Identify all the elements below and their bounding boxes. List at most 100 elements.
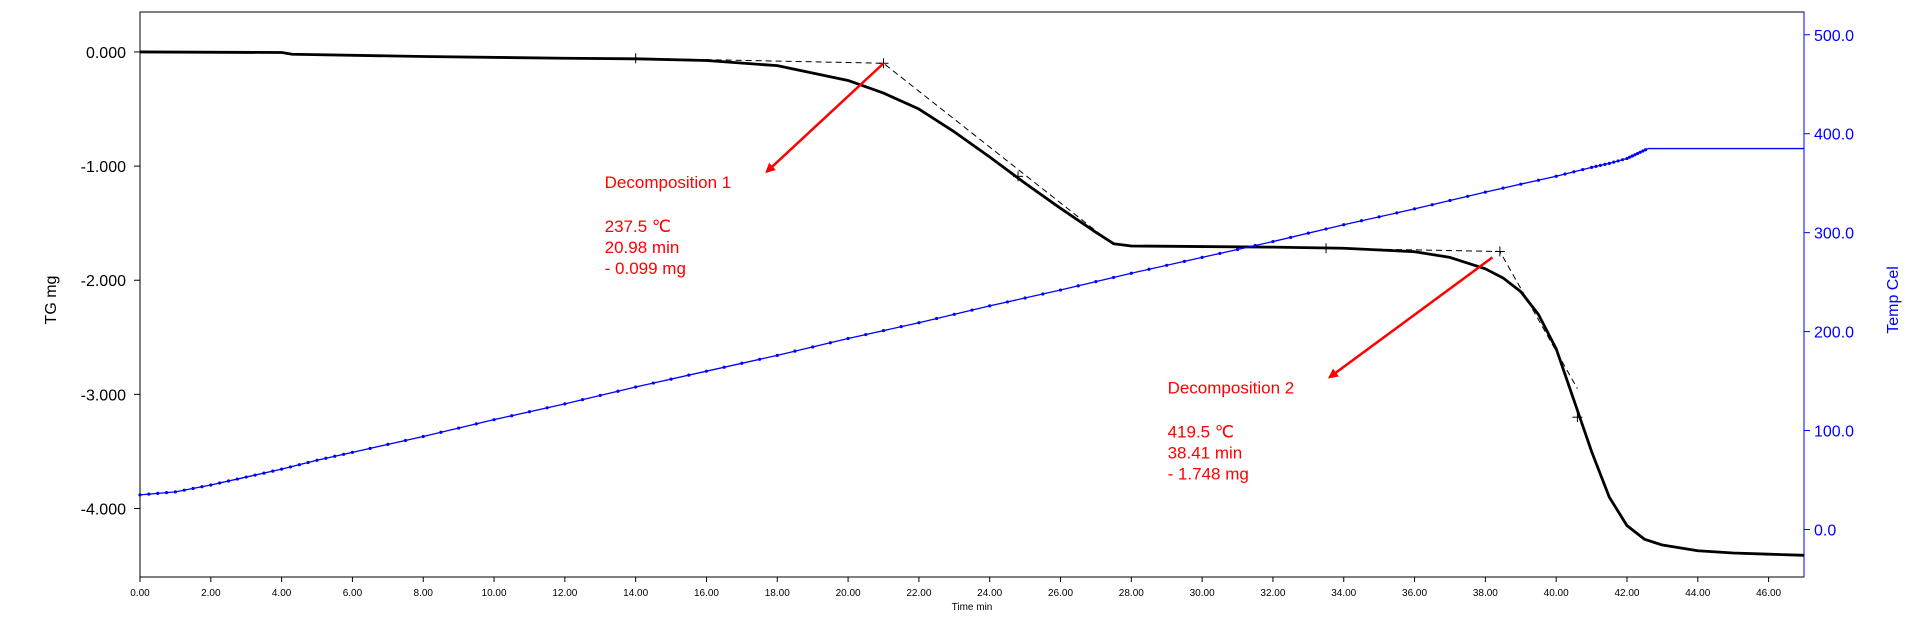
temp-point — [1182, 259, 1187, 263]
y-left-tick-label: -2.000 — [81, 273, 126, 290]
temp-point — [1594, 164, 1598, 168]
annotation-label: Decomposition 2 — [1168, 378, 1295, 397]
temp-point — [1625, 156, 1629, 161]
temp-point — [1554, 174, 1558, 178]
x-tick-label: 40.00 — [1544, 588, 1569, 599]
x-tick-label: 26.00 — [1048, 588, 1073, 599]
temp-point — [1620, 158, 1625, 162]
temp-point — [1058, 288, 1063, 292]
temp-point — [1342, 223, 1346, 227]
y-right-tick-label: 500.0 — [1814, 28, 1854, 45]
y-right-tick-label: 300.0 — [1814, 226, 1854, 243]
temp-point — [1616, 159, 1620, 163]
temp-point — [1581, 167, 1585, 172]
tg-marker — [878, 58, 889, 69]
x-tick-label: 6.00 — [343, 588, 363, 599]
x-tick-label: 28.00 — [1119, 588, 1144, 599]
temp-point — [147, 492, 151, 496]
temp-point — [1466, 194, 1470, 198]
x-tick-label: 30.00 — [1190, 588, 1215, 599]
temp-point — [1377, 215, 1381, 219]
temp-point — [1218, 251, 1222, 256]
temp-point — [811, 345, 815, 349]
left-y-axis: 0.000 -1.000 -2.000 -3.000 -4.000 — [81, 45, 140, 519]
temp-point — [598, 393, 602, 398]
temp-point — [634, 385, 638, 389]
temp-point — [457, 426, 461, 430]
temp-point — [156, 491, 160, 495]
temp-point — [1235, 247, 1240, 252]
temp-point — [1633, 153, 1637, 157]
temp-point — [1112, 275, 1116, 280]
temp-point — [1289, 235, 1293, 239]
temp-point — [580, 398, 585, 402]
temp-point — [1612, 160, 1616, 164]
temp-point — [1023, 296, 1027, 300]
temp-point — [793, 349, 797, 353]
x-tick-label: 2.00 — [201, 588, 221, 599]
temp-point — [1641, 149, 1645, 153]
temp-point — [775, 353, 779, 357]
temp-point — [988, 304, 992, 308]
y-axis-right-label: Temp Cel — [1885, 266, 1902, 334]
temp-point — [1165, 263, 1169, 267]
temp-point — [235, 477, 239, 481]
x-axis: 0.00 2.00 4.00 6.00 8.00 10.00 12.00 14.00 16.00… — [130, 577, 1782, 599]
temp-point — [386, 442, 390, 447]
temp-point — [970, 308, 974, 312]
temp-point — [881, 329, 886, 333]
temp-point — [280, 467, 284, 471]
x-tick-label: 8.00 — [413, 588, 433, 599]
temp-point — [1395, 211, 1399, 215]
temp-point — [324, 456, 328, 460]
temp-point — [209, 483, 213, 487]
temp-point — [1253, 243, 1257, 248]
tangent-line — [635, 57, 1114, 246]
x-axis-label: Time min — [952, 602, 993, 613]
temp-point — [173, 490, 178, 494]
temp-point — [1483, 190, 1487, 194]
temp-point — [492, 418, 496, 422]
temp-point — [1607, 161, 1611, 165]
x-tick-label: 0.00 — [130, 588, 150, 599]
x-tick-label: 36.00 — [1402, 588, 1427, 599]
temp-point — [545, 406, 549, 410]
annotation-value: 419.5 ℃ — [1168, 422, 1234, 441]
temp-point — [368, 446, 372, 450]
y-left-tick-label: -1.000 — [81, 159, 126, 176]
temp-point — [616, 389, 620, 393]
temp-point — [315, 458, 319, 462]
temp-point — [1448, 198, 1452, 203]
temp-point — [899, 325, 903, 329]
temp-point — [1076, 284, 1080, 288]
y-right-tick-label: 0.0 — [1814, 523, 1836, 540]
temp-point — [563, 402, 567, 406]
y-right-tick-label: 400.0 — [1814, 127, 1854, 144]
temp-point — [138, 493, 142, 497]
y-left-tick-label: -4.000 — [81, 502, 126, 519]
temp-point — [350, 450, 355, 454]
tg-marker — [1572, 412, 1583, 423]
temp-point — [1129, 271, 1133, 275]
x-tick-label: 20.00 — [836, 588, 861, 599]
x-tick-label: 12.00 — [552, 588, 577, 599]
temp-point — [952, 312, 956, 316]
temp-point — [1572, 170, 1576, 174]
temp-point — [1200, 255, 1204, 259]
temp-point — [288, 465, 293, 469]
y-axis-left-label: TG mg — [43, 276, 60, 325]
annotation-arrow — [765, 62, 885, 174]
x-tick-label: 32.00 — [1260, 588, 1285, 599]
temp-point — [1306, 231, 1310, 235]
series-lines — [138, 50, 1805, 557]
temp-point — [421, 434, 425, 439]
temp-point — [1430, 203, 1434, 207]
temp-point — [846, 336, 850, 341]
x-tick-label: 44.00 — [1685, 588, 1710, 599]
temp-point — [244, 475, 248, 479]
temp-point — [1628, 155, 1632, 159]
x-tick-label: 42.00 — [1614, 588, 1639, 599]
temp-point — [200, 485, 204, 489]
annotation-value: - 0.099 mg — [605, 259, 686, 278]
